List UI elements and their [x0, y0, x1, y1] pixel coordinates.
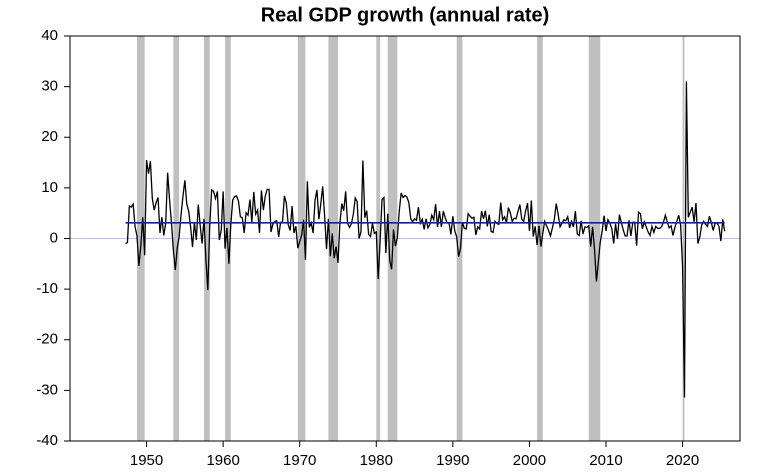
plot-frame	[69, 35, 741, 442]
x-tick-label: 2010	[589, 452, 622, 469]
y-tick-label: 20	[41, 128, 58, 145]
x-tick-label: 1970	[283, 452, 316, 469]
chart-title: Real GDP growth (annual rate)	[261, 4, 550, 26]
gdp-line	[125, 81, 726, 398]
y-tick-label: -20	[36, 331, 58, 348]
y-tick-label: 30	[41, 78, 58, 95]
y-tick-label: 0	[50, 229, 58, 246]
y-tick-label: -30	[36, 381, 58, 398]
x-tick-label: 2000	[513, 452, 546, 469]
y-tick-label: -40	[36, 432, 58, 449]
x-tick-label: 2020	[666, 452, 699, 469]
x-tick-label: 1960	[206, 452, 239, 469]
x-tick-label: 1950	[130, 452, 163, 469]
y-tick-label: -10	[36, 280, 58, 297]
y-tick-label: 40	[41, 27, 58, 44]
x-tick-label: 1980	[360, 452, 393, 469]
x-tick-label: 1990	[436, 452, 469, 469]
y-tick-label: 10	[41, 179, 58, 196]
